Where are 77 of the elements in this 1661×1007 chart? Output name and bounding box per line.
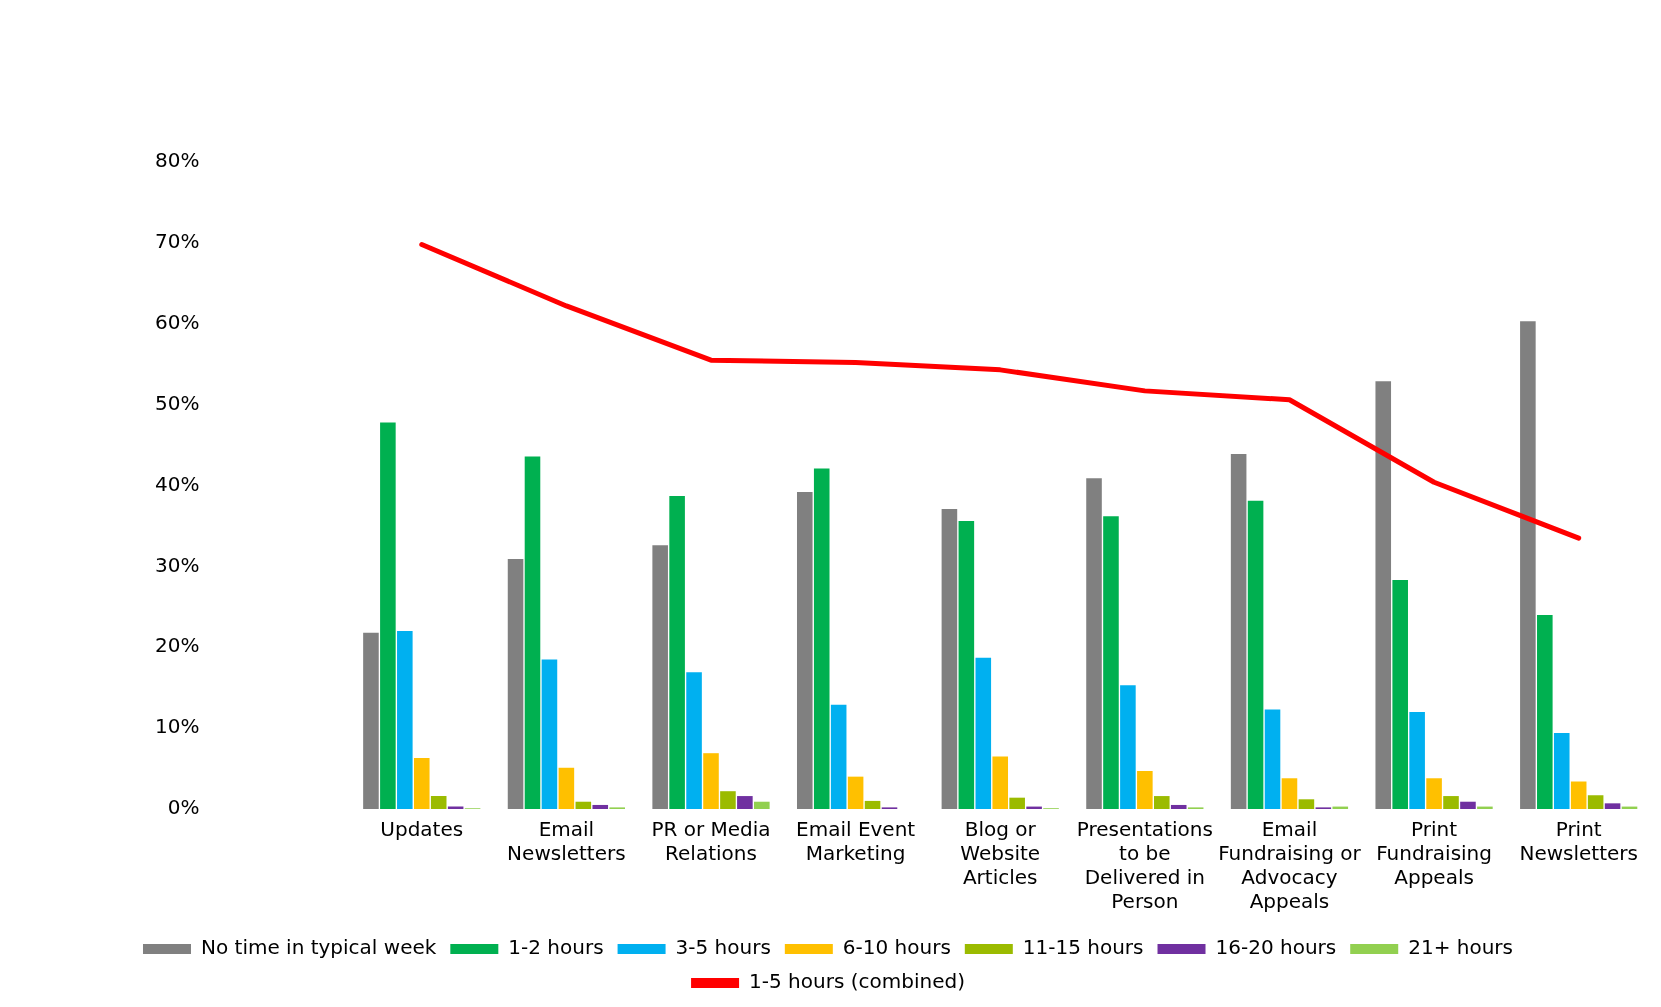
x-tick-label: Email Event Marketing [796,817,916,866]
y-tick-label: 60% [155,309,200,334]
bar [592,804,609,809]
bar [1537,614,1553,809]
y-tick-label: 70% [155,229,200,254]
bar [1009,797,1025,809]
bar [1460,801,1476,809]
bar [1247,500,1264,809]
bar [958,521,975,809]
bar [797,491,813,809]
bar [430,796,447,809]
x-tick-label: PR or Media Relations [651,817,771,866]
bar [558,767,575,809]
bar [1170,804,1187,809]
bar [575,801,592,809]
x-tick-label: Print Newsletters [1519,817,1638,866]
x-tick-label: Email Fundraising or Advocacy Appeals [1218,817,1362,914]
y-tick-label: 30% [155,552,200,577]
bar [541,659,558,809]
x-tick-label: Updates [380,817,464,842]
bar [992,756,1009,809]
bar [1120,685,1136,809]
bar [1570,781,1587,809]
bar [754,801,770,809]
bar [1375,381,1392,809]
x-tick-label: Presentations to be Delivered in Person [1076,817,1213,914]
bar [380,422,396,809]
bar [1103,516,1119,809]
bar [363,632,379,809]
legend-label: 3-5 hours [675,935,771,960]
y-tick-label: 40% [155,471,200,496]
legend-label: 16-20 hours [1215,935,1337,960]
y-tick-label: 0% [167,795,200,820]
bar [413,758,430,809]
bar [703,753,719,809]
legend-label: 6-10 hours [842,935,951,960]
y-tick-label: 80% [155,148,200,173]
bar [1604,803,1621,809]
bar [1281,778,1298,809]
bar [686,672,702,809]
bar [975,657,992,809]
bar [524,456,541,809]
legend-label: 1-5 hours (combined) [749,969,965,994]
bar [1298,799,1315,809]
bar [1520,321,1536,809]
bar [397,631,413,809]
x-tick-label: Blog or Website Articles [960,817,1041,890]
bar [1587,795,1604,809]
bar [830,704,847,809]
y-tick-label: 10% [155,714,200,739]
legend-label: 11-15 hours [1022,935,1144,960]
bar [1409,711,1425,809]
y-tick-label: 20% [155,633,200,658]
bar [1553,732,1570,809]
bar [1230,453,1247,809]
bar [1137,770,1153,809]
bar [941,508,958,809]
bar [1392,580,1408,809]
bar [1086,478,1102,809]
x-tick-label: Print Fundraising Appeals [1376,817,1492,890]
bar [1426,778,1442,809]
bar [847,776,864,809]
bar [652,545,668,809]
bar [669,496,685,809]
bar [864,800,881,809]
legend-label: 1-2 hours [508,935,604,960]
bar [1443,796,1459,809]
legend-label: No time in typical week [200,935,437,960]
bar [1264,709,1281,809]
legend-label: 21+ hours [1408,935,1514,960]
bar [507,559,524,809]
bar [737,796,753,809]
bar [720,791,736,809]
y-tick-label: 50% [155,390,200,415]
bar [1153,796,1170,809]
bar [813,468,830,809]
x-tick-label: Email Newsletters [507,817,626,866]
